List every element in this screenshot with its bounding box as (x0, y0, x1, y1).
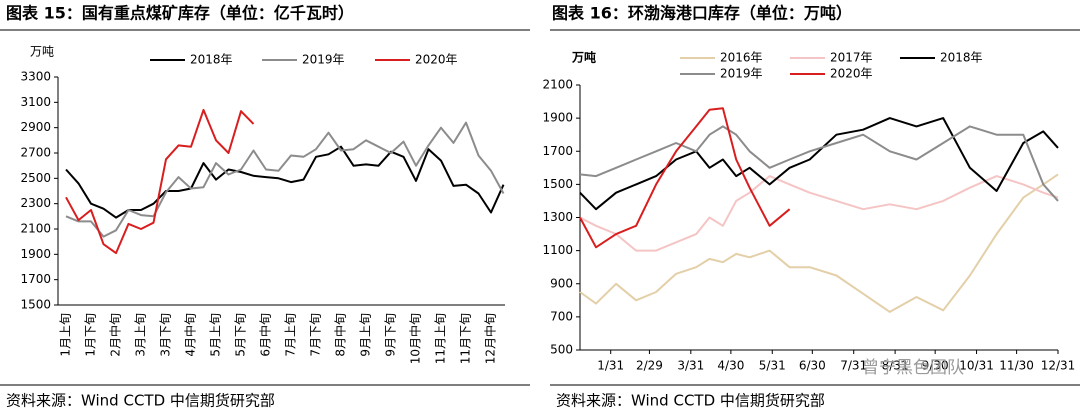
legend-label: 2017年 (830, 51, 873, 65)
y-tick-label: 900 (550, 276, 573, 290)
legend-label: 2019年 (302, 53, 345, 67)
x-tick-label: 11/30 (999, 359, 1034, 373)
x-tick-label: 12/31 (1041, 359, 1076, 373)
x-tick-label: 10/31 (959, 359, 994, 373)
y-tick-label: 500 (550, 343, 573, 357)
series-line (579, 175, 1059, 252)
x-tick-label: 1月上旬 (59, 313, 73, 357)
x-tick-label: 8月中旬 (333, 313, 348, 357)
legend-label: 2020年 (415, 53, 458, 67)
x-tick-label: 3月下旬 (159, 313, 173, 357)
x-tick-label: 6/30 (799, 359, 826, 373)
x-tick-label: 12月中旬 (483, 313, 498, 364)
series-line (579, 117, 1059, 211)
x-tick-label: 6月中旬 (258, 313, 273, 357)
x-tick-label: 8/31 (882, 359, 909, 373)
series-line (579, 107, 791, 249)
source: 资料来源：Wind CCTD 中信期货研究部 (556, 392, 825, 410)
legend-label: 2018年 (940, 51, 983, 65)
x-tick-label: 3月上旬 (134, 313, 148, 357)
y-tick-label: 1900 (542, 111, 573, 125)
y-tick-label: 3100 (20, 95, 51, 109)
y-tick-label: 1500 (20, 298, 51, 312)
chart-title: 图表 15：国有重点煤矿库存（单位：亿千瓦时） (6, 4, 354, 23)
y-tick-label: 1700 (542, 144, 573, 158)
y-axis-label: 万吨 (571, 50, 596, 65)
y-tick-label: 1100 (542, 243, 573, 257)
legend-label: 2016年 (720, 51, 763, 65)
x-tick-label: 5/31 (759, 359, 786, 373)
source: 资料来源：Wind CCTD 中信期货研究部 (6, 392, 275, 410)
x-tick-label: 3/31 (677, 359, 704, 373)
y-tick-label: 2300 (20, 196, 51, 210)
y-tick-label: 2700 (20, 146, 51, 160)
legend-label: 2019年 (720, 67, 763, 81)
watermark: 曾宁黑色团队 (862, 358, 964, 378)
legend-label: 2018年 (190, 53, 233, 67)
x-tick-label: 7月下旬 (309, 313, 323, 357)
x-tick-label: 9月上旬 (359, 313, 373, 357)
y-tick-label: 1900 (20, 247, 51, 261)
y-tick-label: 1500 (542, 177, 573, 191)
x-tick-label: 9月下旬 (384, 313, 398, 357)
y-tick-label: 2500 (20, 171, 51, 185)
series-line (65, 145, 505, 219)
y-tick-label: 1300 (542, 210, 573, 224)
x-tick-label: 11月上旬 (434, 313, 448, 364)
x-tick-label: 1月下旬 (84, 313, 98, 357)
y-tick-label: 2100 (20, 222, 51, 236)
series-line (65, 108, 255, 255)
x-tick-label: 4/30 (717, 359, 744, 373)
x-tick-label: 1/31 (597, 359, 624, 373)
legend-label: 2020年 (830, 67, 873, 81)
series-line (579, 125, 1059, 202)
x-tick-label: 7/31 (840, 359, 867, 373)
x-tick-label: 10月中旬 (408, 313, 423, 364)
x-tick-label: 5月上旬 (209, 313, 223, 357)
y-tick-label: 1700 (20, 272, 51, 286)
y-tick-label: 3300 (20, 70, 51, 84)
x-tick-label: 9/30 (922, 359, 949, 373)
chart-title: 图表 16：环渤海港口库存（单位：万吨） (552, 4, 852, 23)
y-tick-label: 2100 (542, 78, 573, 92)
x-tick-label: 4月中旬 (183, 313, 198, 357)
y-axis-label: 万吨 (30, 45, 54, 59)
y-tick-label: 700 (550, 309, 573, 323)
series-line (579, 173, 1059, 313)
x-tick-label: 7月上旬 (284, 313, 298, 357)
x-tick-label: 2月中旬 (108, 313, 123, 357)
x-tick-label: 2/29 (636, 359, 663, 373)
y-tick-label: 2900 (20, 120, 51, 134)
x-tick-label: 5月下旬 (234, 313, 248, 357)
x-tick-label: 11月下旬 (459, 313, 473, 364)
series-line (65, 121, 505, 238)
